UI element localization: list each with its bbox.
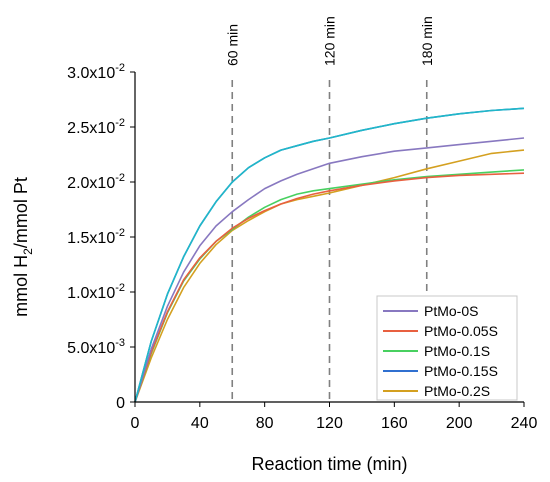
y-tick-label-6: 3.0x10-2 [67, 62, 125, 82]
series-line-5 [134, 107, 525, 403]
y-tick-label-5: 2.5x10-2 [67, 117, 125, 137]
legend-label-3: PtMo-0.15S [424, 363, 498, 379]
y-tick-label-4: 2.0x10-2 [67, 172, 125, 192]
vline-label-2: 180 min [419, 16, 435, 66]
y-axis-title: mmol H2/mmol Pt [11, 177, 35, 317]
legend-label-0: PtMo-0S [424, 303, 478, 319]
legend-box [376, 295, 518, 401]
x-tick-label-2: 80 [256, 415, 274, 432]
x-tick-label-4: 160 [381, 415, 408, 432]
y-tick-label-0: 0 [116, 395, 125, 412]
vline-label-1: 120 min [322, 16, 338, 66]
tick-labels: 0 40 80 120 160 200 240 0 5.0x10-3 1.0x10-2 1.5x10… [67, 62, 537, 432]
y-tick-label-1: 5.0x10-3 [67, 337, 125, 357]
x-axis-title: Reaction time (min) [251, 454, 407, 474]
vline-label-0: 60 min [224, 24, 240, 66]
legend-label-2: PtMo-0.1S [424, 343, 490, 359]
series-line-1 [134, 172, 525, 403]
x-tick-label-5: 200 [446, 415, 473, 432]
y-tick-label-3: 1.5x10-2 [67, 227, 125, 247]
legend-label-4: PtMo-0.2S [424, 383, 490, 399]
x-tick-label-3: 120 [316, 415, 343, 432]
y-tick-label-2: 1.0x10-2 [67, 282, 125, 302]
legend-label-1: PtMo-0.05S [424, 323, 498, 339]
series-lines [134, 107, 525, 403]
series-line-0 [134, 137, 525, 403]
x-tick-label-6: 240 [511, 415, 538, 432]
x-tick-label-1: 40 [191, 415, 209, 432]
x-tick-label-0: 0 [131, 415, 140, 432]
legend: PtMo-0S PtMo-0.05S PtMo-0.1S PtMo-0.15S PtMo… [376, 295, 518, 401]
